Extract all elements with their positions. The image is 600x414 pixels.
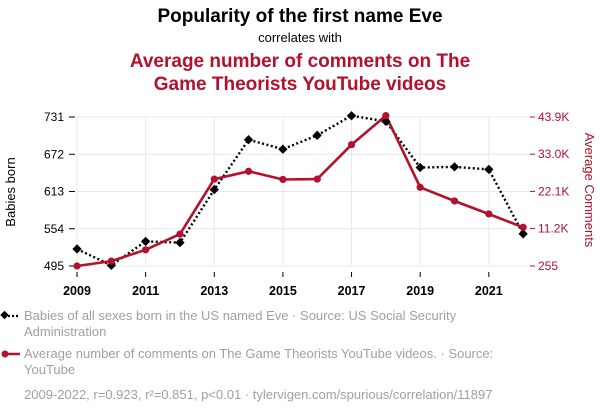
series2-point <box>347 141 356 149</box>
left-axis-ticks: 495 554 613 672 731 <box>44 110 75 273</box>
series2-point <box>142 246 150 254</box>
series2-point <box>279 175 287 184</box>
x-axis-ticks: 2009 2011 2013 2015 2017 2019 2021 <box>63 272 503 298</box>
series2-point <box>210 175 218 183</box>
series1-point <box>449 162 460 172</box>
series1-point <box>72 244 82 254</box>
x-tick-label: 2017 <box>338 284 366 298</box>
series1-point <box>278 144 288 154</box>
series2-point <box>107 257 115 265</box>
legend-series2-swatch <box>1 350 20 358</box>
right-axis-ticks: 255 11.2K 22.1K 33.0K 43.9K <box>530 110 569 273</box>
series-line-1 <box>76 114 525 267</box>
legend-series2-line2: YouTube <box>24 362 75 377</box>
chart-title-second-line1: Average number of comments on The <box>130 51 470 72</box>
legend-series1-swatch <box>0 310 20 320</box>
series2-point <box>485 210 493 218</box>
y-right-tick-label: 43.9K <box>538 110 569 124</box>
y-left-tick-label: 613 <box>44 185 64 199</box>
series2-point <box>176 230 184 238</box>
y-right-tick-label: 11.2K <box>538 222 568 236</box>
series2-point <box>416 183 424 191</box>
series1-point <box>209 184 219 195</box>
chart-title: Popularity of the first name Eve <box>157 6 442 27</box>
y-left-tick-label: 672 <box>44 147 64 161</box>
x-tick-label: 2019 <box>406 284 434 298</box>
y-right-tick-label: 255 <box>538 259 558 273</box>
y-axis-right-label: Average Comments <box>582 133 597 248</box>
x-tick-label: 2021 <box>475 284 503 298</box>
series2-point <box>450 197 459 205</box>
chart-subtitle: correlates with <box>258 30 342 45</box>
legend-series1-line2: Administration <box>24 324 106 339</box>
series1-point <box>243 135 254 145</box>
series2-point <box>519 223 527 231</box>
x-tick-label: 2009 <box>63 284 91 298</box>
series2-point <box>73 262 81 270</box>
legend-series2-line1: Average number of comments on The Game T… <box>24 346 493 361</box>
x-tick-label: 2011 <box>132 284 159 298</box>
series-line-2 <box>76 114 524 268</box>
series1-point <box>140 236 151 247</box>
x-tick-label: 2013 <box>200 284 228 298</box>
series1-point <box>175 237 185 248</box>
y-axis-left-label: Babies born <box>3 157 18 226</box>
y-left-tick-label: 495 <box>44 259 64 273</box>
series1-point <box>484 164 494 175</box>
y-left-tick-label: 554 <box>44 222 64 236</box>
series1-point <box>312 130 322 140</box>
chart-title-second-line2: Game Theorists YouTube videos <box>154 74 446 95</box>
legend: Babies of all sexes born in the US named… <box>0 308 493 377</box>
legend-series1-line1: Babies of all sexes born in the US named… <box>24 308 457 323</box>
series2-point <box>244 167 253 175</box>
series2-point <box>313 175 321 183</box>
series2-point <box>382 112 390 120</box>
x-tick-label: 2015 <box>269 284 297 298</box>
series <box>72 111 528 271</box>
y-right-tick-label: 22.1K <box>538 184 569 198</box>
footer-stats: 2009-2022, r=0.923, r²=0.851, p<0.01 · t… <box>24 387 492 402</box>
series1-point <box>415 162 425 173</box>
series1-point <box>346 111 357 121</box>
y-left-tick-label: 731 <box>44 110 64 124</box>
gridlines <box>76 116 530 267</box>
y-right-tick-label: 33.0K <box>538 147 569 161</box>
